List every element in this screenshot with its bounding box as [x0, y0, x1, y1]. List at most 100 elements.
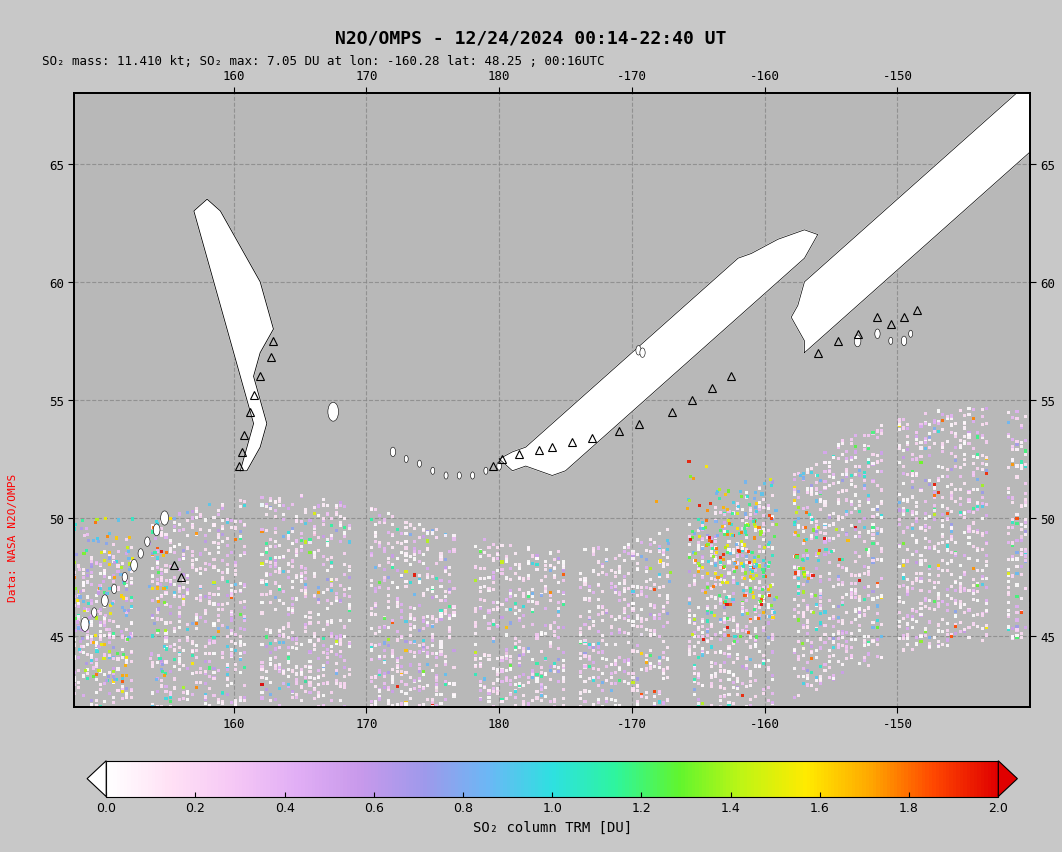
Point — [149, 582, 166, 596]
Point — [105, 627, 122, 641]
Point — [293, 534, 310, 548]
Point — [624, 547, 641, 561]
Point — [118, 584, 135, 597]
Point — [829, 614, 846, 628]
Point — [537, 602, 554, 615]
Point — [786, 691, 803, 705]
Point — [707, 542, 724, 556]
Point — [275, 630, 292, 643]
Point — [734, 607, 751, 621]
Point — [1009, 443, 1026, 457]
Point — [74, 612, 91, 625]
Point — [1005, 516, 1022, 530]
Point — [970, 564, 987, 578]
Point — [799, 601, 816, 614]
Point — [651, 661, 668, 675]
Point — [494, 663, 511, 676]
Point — [633, 613, 650, 626]
Point — [952, 602, 969, 615]
Point — [223, 647, 240, 660]
Point — [943, 492, 960, 505]
Point — [917, 416, 933, 429]
Point — [1005, 458, 1022, 472]
Point — [978, 435, 995, 449]
Point — [852, 530, 869, 544]
Point — [407, 620, 424, 634]
Point — [380, 552, 397, 566]
Point — [864, 426, 881, 440]
Point — [742, 582, 759, 596]
Point — [744, 572, 761, 585]
Point — [389, 654, 406, 668]
Point — [511, 572, 528, 585]
Point — [695, 572, 712, 585]
Point — [572, 628, 589, 642]
Point — [956, 416, 973, 429]
Point — [306, 507, 323, 521]
Point — [118, 609, 135, 623]
Point — [908, 426, 925, 440]
Point — [581, 612, 598, 625]
Point — [765, 578, 782, 591]
Point — [310, 632, 327, 646]
Point — [323, 560, 340, 573]
Point — [498, 550, 515, 563]
Point — [441, 608, 458, 622]
Point — [804, 605, 821, 619]
Point — [341, 521, 358, 535]
Point — [895, 572, 912, 585]
Point — [227, 564, 244, 578]
Point — [436, 604, 453, 618]
Point — [935, 492, 952, 505]
Point — [970, 578, 987, 591]
Point — [794, 619, 811, 632]
Point — [812, 503, 829, 516]
Point — [799, 466, 816, 480]
Point — [761, 473, 778, 486]
Point — [419, 571, 436, 584]
Point — [706, 608, 723, 622]
Point — [161, 574, 178, 588]
Point — [67, 613, 84, 626]
Point — [188, 611, 205, 625]
Point — [157, 656, 174, 670]
Point — [184, 519, 201, 532]
Point — [302, 536, 319, 550]
Point — [869, 579, 886, 593]
Point — [515, 642, 532, 655]
Circle shape — [138, 549, 143, 559]
Point — [843, 649, 860, 663]
Point — [92, 603, 109, 617]
Point — [236, 694, 253, 707]
Point — [742, 630, 759, 644]
Point — [332, 613, 349, 627]
Point — [302, 686, 319, 699]
Point — [624, 545, 641, 559]
Point — [476, 580, 493, 594]
Point — [293, 539, 310, 553]
Point — [397, 565, 414, 579]
Point — [367, 503, 384, 516]
Point — [720, 590, 737, 604]
Point — [157, 630, 174, 644]
Point — [926, 540, 943, 554]
Point — [90, 535, 107, 549]
Point — [978, 467, 995, 481]
Point — [720, 665, 737, 679]
Point — [891, 419, 908, 433]
Point — [585, 545, 602, 559]
Point — [965, 483, 982, 497]
Point — [716, 501, 733, 515]
Point — [372, 621, 389, 635]
Point — [864, 475, 881, 488]
Point — [314, 699, 331, 713]
Point — [594, 607, 611, 620]
Point — [978, 555, 995, 568]
Point — [546, 699, 563, 713]
Point — [808, 532, 825, 545]
Point — [407, 568, 424, 582]
Point — [734, 543, 751, 556]
Point — [232, 630, 249, 644]
Point — [598, 554, 615, 567]
Point — [716, 656, 733, 670]
